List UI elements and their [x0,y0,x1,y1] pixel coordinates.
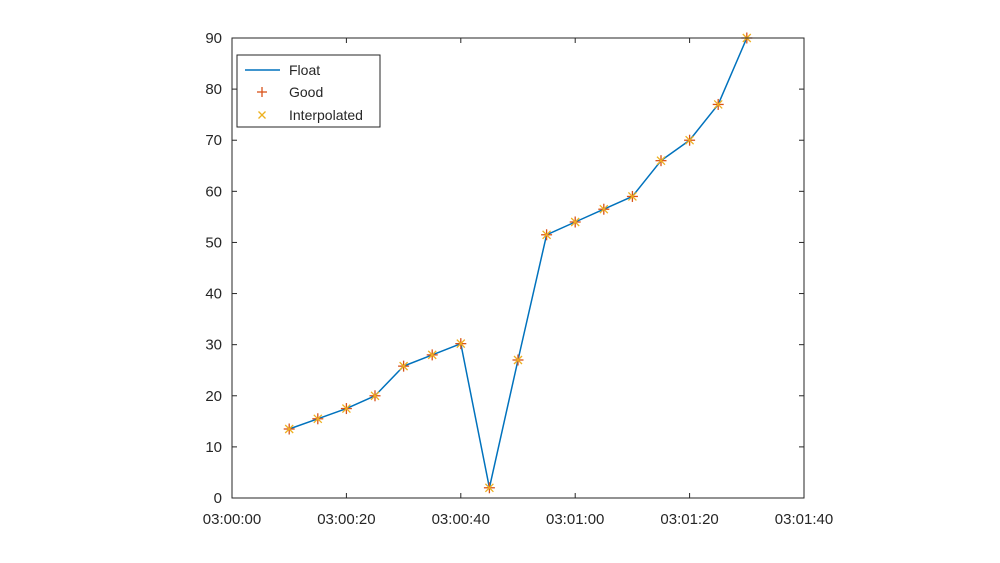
x-tick-label: 03:00:40 [432,511,490,528]
x-tick-label: 03:01:00 [546,511,604,528]
x-tick-label: 03:01:20 [660,511,718,528]
y-tick-label: 30 [205,337,222,354]
y-tick-label: 60 [205,183,222,200]
legend-good-swatch [257,87,267,97]
interpolated-point [570,217,580,227]
x-axis: 03:00:00 03:00:20 03:00:40 03:01:00 03:01:20… [203,38,833,528]
y-tick-label: 20 [205,388,222,405]
interpolated-point [656,156,666,166]
legend-box [236,54,381,128]
interpolated-point [341,404,351,414]
interpolated-point [713,99,723,109]
series-interpolated [284,33,752,493]
interpolated-point [399,361,409,371]
interpolated-point [456,339,466,349]
interpolated-point [370,391,380,401]
interpolated-point [284,424,294,434]
y-tick-label: 70 [205,132,222,149]
legend-float-label: Float [289,62,320,78]
legend-interpolated-label: Interpolated [289,107,363,123]
interpolated-point [685,135,695,145]
x-tick-label: 03:00:00 [203,511,261,528]
legend: Float Good Interpolated [236,54,381,128]
interpolated-point [627,191,637,201]
y-tick-label: 0 [214,490,222,507]
legend-interpolated-swatch [258,111,266,119]
y-tick-label: 80 [205,81,222,98]
interpolated-point [484,483,494,493]
interpolated-point [599,204,609,214]
y-tick-label: 50 [205,234,222,251]
x-tick-label: 03:00:20 [317,511,375,528]
interpolated-point [542,230,552,240]
x-tick-label: 03:01:40 [775,511,833,528]
y-tick-label: 90 [205,30,222,47]
legend-good-label: Good [289,84,323,100]
y-tick-label: 10 [205,439,222,456]
y-tick-label: 40 [205,286,222,303]
interpolated-point [313,414,323,424]
interpolated-point [427,350,437,360]
interpolated-point [513,355,523,365]
plot-frame [231,37,805,499]
y-axis: 0 10 20 30 40 50 60 70 80 90 [205,30,804,507]
